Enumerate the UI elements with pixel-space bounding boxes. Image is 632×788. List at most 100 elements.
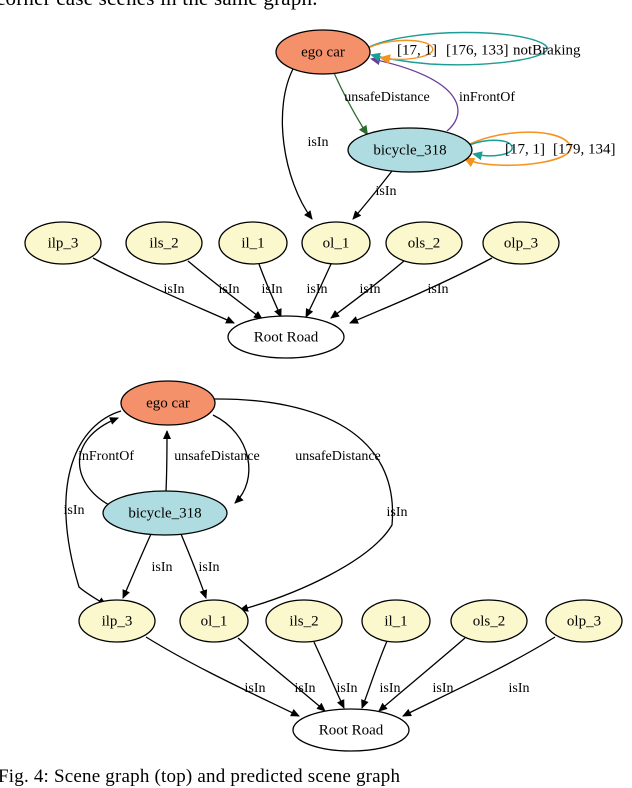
node-bicycle-318[interactable]: bicycle_318 <box>347 127 473 173</box>
graph-top: ego car bicycle_318 ilp_3 ils_2 il_1 <box>24 29 616 359</box>
edge-olp3-isin-root <box>402 636 556 717</box>
node-il-1[interactable]: il_1 <box>361 599 431 643</box>
graph-top-nodes: ego car bicycle_318 ilp_3 ils_2 il_1 <box>24 29 560 359</box>
node-ils-2-label: ils_2 <box>149 235 178 251</box>
graph-bottom-edge-labels: inFrontOf unsafeDistance unsafeDistance … <box>64 449 530 696</box>
edge-ils2-isin-root <box>187 260 263 320</box>
edge-label-isin: isIn <box>433 681 454 696</box>
node-ol-1-label: ol_1 <box>323 235 350 251</box>
node-root-road[interactable]: Root Road <box>292 708 410 752</box>
node-ils-2[interactable]: ils_2 <box>265 599 343 643</box>
graph-top-self-loops-bicycle <box>463 131 572 168</box>
node-il-1-label: il_1 <box>241 235 264 251</box>
selfloop-label-ego-notbraking: notBraking <box>513 42 581 58</box>
node-bicycle-318-shape[interactable] <box>347 127 473 173</box>
node-olp-3-label: olp_3 <box>567 613 601 629</box>
node-ils-2[interactable]: ils_2 <box>125 221 203 265</box>
edge-label-unsafedistance: unsafeDistance <box>344 90 430 105</box>
node-ol-1[interactable]: ol_1 <box>301 221 371 265</box>
node-ilp-3-label: ilp_3 <box>48 235 79 251</box>
node-ol-1-label: ol_1 <box>201 613 228 629</box>
edge-ego-unsafedistance-bicycle <box>212 414 250 504</box>
edge-label-isin: isIn <box>152 560 173 575</box>
node-root-road-label: Root Road <box>254 329 319 345</box>
edge-ols2-isin-root <box>330 260 405 319</box>
node-ol-1-shape[interactable] <box>179 599 249 643</box>
node-ols-2-shape[interactable] <box>450 599 528 643</box>
edge-ilp3-isin-root <box>145 636 300 717</box>
edge-ego-isin-ol1 <box>281 66 313 220</box>
node-il-1[interactable]: il_1 <box>218 221 288 265</box>
node-ilp-3[interactable]: ilp_3 <box>24 221 102 265</box>
body-text-above-figure: corner case scenes in the same graph. <box>0 0 318 11</box>
node-ego-car[interactable]: ego car <box>120 380 216 426</box>
edge-label-isin: isIn <box>376 184 397 199</box>
node-ego-car-shape[interactable] <box>275 29 371 75</box>
selfloop-bicycle-orange-179-134 <box>463 131 572 168</box>
node-ego-car-label: ego car <box>146 395 190 411</box>
edge-label-isin: isIn <box>64 503 85 518</box>
edge-bicycle-unsafedistance-ego <box>162 430 171 492</box>
selfloop-label-bicycle-bbox-large: [179, 134] <box>553 141 616 157</box>
node-ils-2-shape[interactable] <box>125 221 203 265</box>
node-bicycle-318-shape[interactable] <box>102 490 228 536</box>
edge-label-isin: isIn <box>308 135 329 150</box>
node-ilp-3-shape[interactable] <box>24 221 102 265</box>
edge-label-isin: isIn <box>199 560 220 575</box>
node-ego-car-shape[interactable] <box>120 380 216 426</box>
node-ol-1-shape[interactable] <box>301 221 371 265</box>
edge-ol1-isin-root <box>305 263 332 318</box>
edge-label-isin: isIn <box>245 681 266 696</box>
node-ilp-3-shape[interactable] <box>78 599 156 643</box>
selfloop-label-ego-bbox-large: [176, 133] <box>446 42 509 58</box>
node-bicycle-318-label: bicycle_318 <box>373 142 446 158</box>
node-ols-2[interactable]: ols_2 <box>385 221 463 265</box>
node-olp-3[interactable]: olp_3 <box>482 221 560 265</box>
edge-bicycle-infrontof-ego <box>78 417 119 508</box>
edge-label-isin: isIn <box>509 681 530 696</box>
edge-ols2-isin-root <box>378 637 466 712</box>
edge-label-unsafedistance: unsafeDistance <box>295 449 381 464</box>
edge-ego-unsafedistance-bicycle <box>333 72 369 136</box>
edge-olp3-isin-root <box>349 257 493 324</box>
node-ol-1[interactable]: ol_1 <box>179 599 249 643</box>
node-ols-2[interactable]: ols_2 <box>450 599 528 643</box>
edge-ol1-isin-root <box>237 637 326 712</box>
graph-top-selfloop-labels: [17, 1] [176, 133] notBraking [17, 1] [1… <box>397 42 616 157</box>
node-olp-3-shape[interactable] <box>545 599 623 643</box>
node-ego-car[interactable]: ego car <box>275 29 371 75</box>
graph-top-edges <box>92 56 493 324</box>
node-root-road[interactable]: Root Road <box>227 315 345 359</box>
node-root-road-shape[interactable] <box>227 315 345 359</box>
node-ols-2-shape[interactable] <box>385 221 463 265</box>
selfloop-ego-teal-notbraking <box>368 31 548 66</box>
edge-label-unsafedistance: unsafeDistance <box>174 449 260 464</box>
node-ilp-3-label: ilp_3 <box>102 613 133 629</box>
node-il-1-label: il_1 <box>384 613 407 629</box>
edge-ilp3-isin-root <box>92 257 235 324</box>
node-ilp-3[interactable]: ilp_3 <box>78 599 156 643</box>
edge-bicycle-isin-ilp3 <box>122 533 152 599</box>
node-il-1-shape[interactable] <box>361 599 431 643</box>
graph-top-self-loops-ego <box>367 31 548 66</box>
node-ego-car-label: ego car <box>301 44 345 60</box>
edge-label-isin: isIn <box>307 282 328 297</box>
edge-label-infrontof: inFrontOf <box>78 449 134 464</box>
node-il-1-shape[interactable] <box>218 221 288 265</box>
node-ils-2-shape[interactable] <box>265 599 343 643</box>
edge-il1-isin-root <box>258 263 282 318</box>
node-bicycle-318[interactable]: bicycle_318 <box>102 490 228 536</box>
edge-il1-isin-root <box>361 640 388 709</box>
edge-label-isin: isIn <box>387 505 408 520</box>
graph-bottom: ego car bicycle_318 ilp_3 ol_1 ils_2 <box>64 380 623 752</box>
node-olp-3[interactable]: olp_3 <box>545 599 623 643</box>
graph-bottom-edges <box>65 398 556 717</box>
edge-bicycle-isin-ol1 <box>180 533 208 599</box>
graph-bottom-nodes: ego car bicycle_318 ilp_3 ol_1 ils_2 <box>78 380 623 752</box>
edge-ego-isin-ol1 <box>213 398 394 612</box>
node-olp-3-shape[interactable] <box>482 221 560 265</box>
node-bicycle-318-label: bicycle_318 <box>128 505 201 521</box>
node-root-road-shape[interactable] <box>292 708 410 752</box>
node-ols-2-label: ols_2 <box>408 235 441 251</box>
